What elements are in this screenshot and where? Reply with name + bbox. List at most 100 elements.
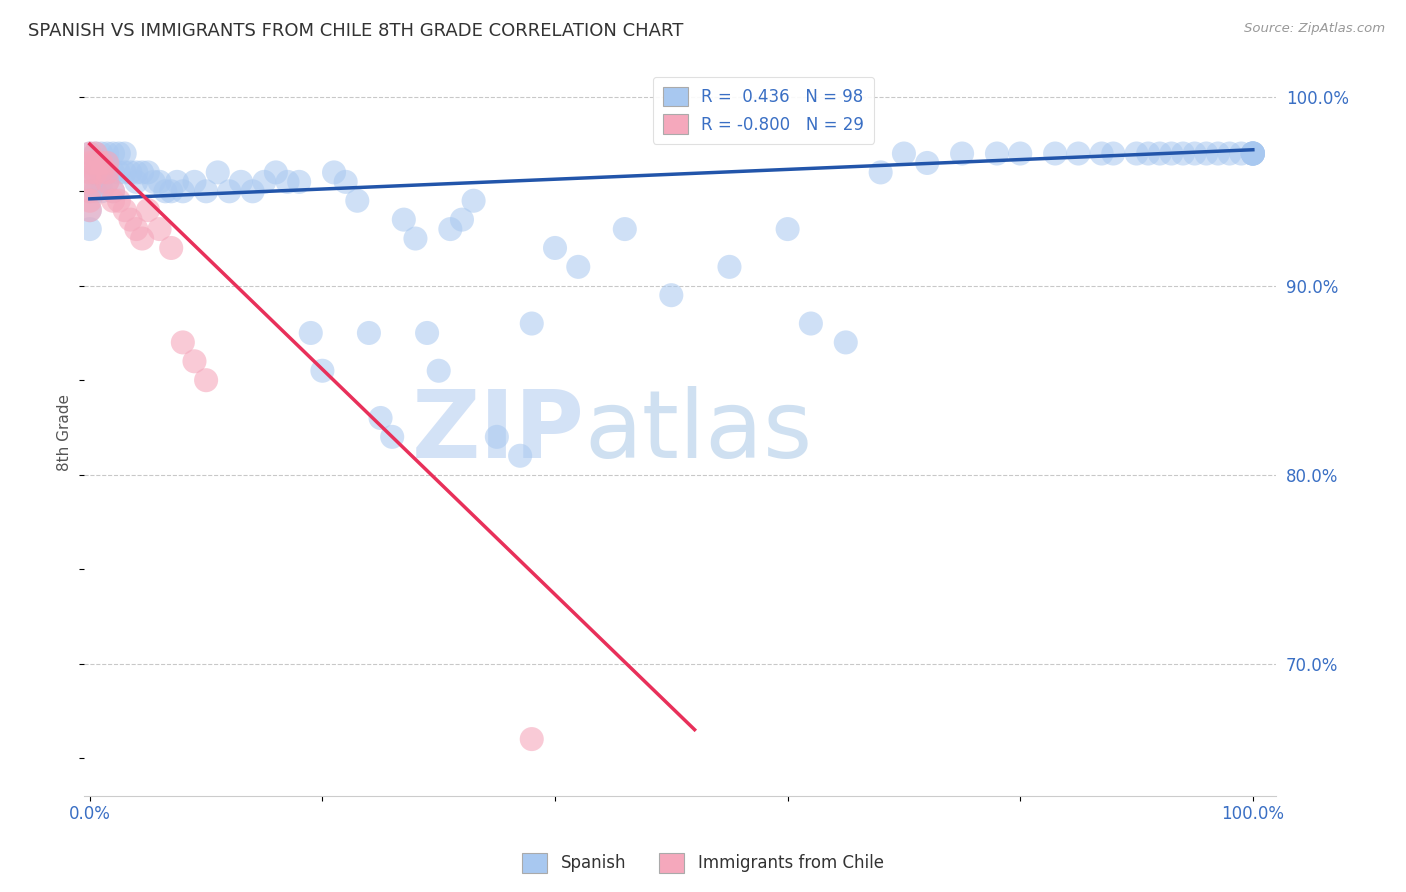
Point: [131, 231, 153, 245]
Point: [299, 326, 322, 340]
Point: [155, 184, 177, 198]
Point: [404, 231, 426, 245]
Point: [120, 165, 142, 179]
Point: [108, 194, 131, 208]
Point: [835, 335, 858, 350]
Point: [1219, 146, 1241, 161]
Point: [183, 354, 205, 368]
Point: [1091, 146, 1114, 161]
Point: [1241, 146, 1264, 161]
Point: [520, 732, 543, 747]
Point: [1149, 146, 1171, 161]
Point: [1230, 146, 1253, 161]
Point: [869, 165, 891, 179]
Point: [142, 175, 165, 189]
Point: [195, 373, 218, 387]
Point: [323, 165, 346, 179]
Point: [776, 222, 799, 236]
Point: [218, 184, 240, 198]
Point: [79, 203, 101, 218]
Point: [96, 165, 118, 179]
Point: [114, 165, 136, 179]
Point: [125, 175, 148, 189]
Text: Source: ZipAtlas.com: Source: ZipAtlas.com: [1244, 22, 1385, 36]
Point: [136, 165, 159, 179]
Legend: R =  0.436   N = 98, R = -0.800   N = 29: R = 0.436 N = 98, R = -0.800 N = 29: [654, 77, 875, 144]
Point: [311, 364, 333, 378]
Point: [96, 165, 118, 179]
Point: [79, 175, 101, 189]
Point: [90, 165, 112, 179]
Point: [264, 165, 287, 179]
Point: [381, 430, 404, 444]
Point: [229, 175, 252, 189]
Point: [1160, 146, 1182, 161]
Point: [101, 194, 124, 208]
Point: [276, 175, 298, 189]
Point: [84, 184, 107, 198]
Point: [125, 165, 148, 179]
Point: [544, 241, 567, 255]
Point: [427, 364, 450, 378]
Point: [96, 156, 118, 170]
Point: [370, 411, 392, 425]
Point: [166, 175, 188, 189]
Point: [120, 212, 142, 227]
Point: [79, 184, 101, 198]
Point: [79, 203, 101, 218]
Point: [207, 165, 229, 179]
Point: [79, 165, 101, 179]
Point: [79, 146, 101, 161]
Point: [463, 194, 485, 208]
Point: [79, 165, 101, 179]
Point: [439, 222, 461, 236]
Point: [114, 203, 136, 218]
Point: [136, 203, 159, 218]
Point: [90, 156, 112, 170]
Point: [79, 222, 101, 236]
Legend: Spanish, Immigrants from Chile: Spanish, Immigrants from Chile: [516, 847, 890, 880]
Point: [149, 222, 172, 236]
Point: [1010, 146, 1032, 161]
Point: [79, 184, 101, 198]
Point: [335, 175, 357, 189]
Point: [357, 326, 380, 340]
Point: [160, 184, 183, 198]
Point: [108, 165, 131, 179]
Point: [90, 184, 112, 198]
Point: [1241, 146, 1264, 161]
Point: [90, 165, 112, 179]
Point: [101, 165, 124, 179]
Point: [242, 184, 264, 198]
Point: [520, 317, 543, 331]
Point: [1241, 146, 1264, 161]
Text: SPANISH VS IMMIGRANTS FROM CHILE 8TH GRADE CORRELATION CHART: SPANISH VS IMMIGRANTS FROM CHILE 8TH GRA…: [28, 22, 683, 40]
Point: [84, 165, 107, 179]
Point: [915, 156, 938, 170]
Point: [79, 146, 101, 161]
Point: [149, 175, 172, 189]
Text: ZIP: ZIP: [412, 386, 585, 478]
Point: [1241, 146, 1264, 161]
Point: [392, 212, 415, 227]
Point: [800, 317, 823, 331]
Point: [84, 165, 107, 179]
Point: [84, 146, 107, 161]
Point: [1067, 146, 1090, 161]
Point: [567, 260, 589, 274]
Point: [84, 156, 107, 170]
Point: [108, 146, 131, 161]
Point: [195, 184, 218, 198]
Point: [79, 194, 101, 208]
Point: [1043, 146, 1066, 161]
Point: [253, 175, 276, 189]
Point: [90, 175, 112, 189]
Point: [183, 175, 205, 189]
Point: [125, 222, 148, 236]
Point: [451, 212, 474, 227]
Point: [160, 241, 183, 255]
Point: [90, 146, 112, 161]
Point: [509, 449, 531, 463]
Point: [1241, 146, 1264, 161]
Point: [1206, 146, 1229, 161]
